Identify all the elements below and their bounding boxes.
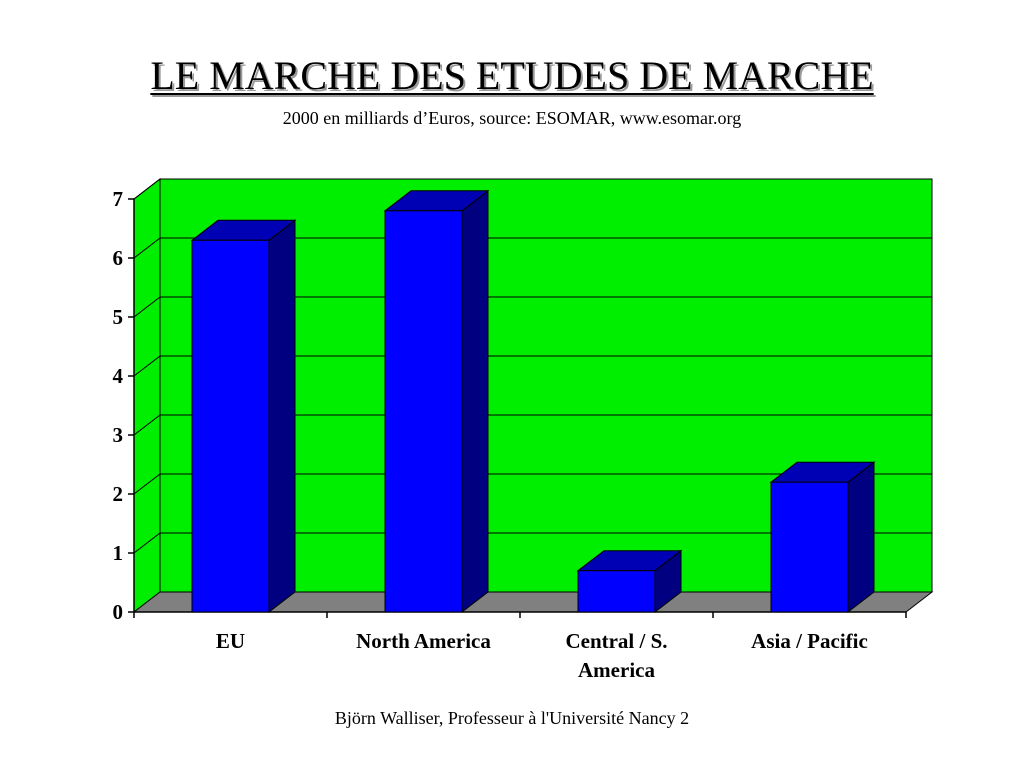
bar	[577, 570, 656, 613]
gridline-side	[133, 532, 161, 554]
slide-subtitle: 2000 en milliards d’Euros, source: ESOMA…	[282, 108, 742, 128]
x-tick-label: Central / S. America	[565, 629, 667, 682]
y-tick-label: 3	[113, 423, 124, 447]
bar-side	[268, 219, 296, 614]
x-tick-label: Asia / Pacific	[751, 629, 868, 653]
y-tick-label: 7	[113, 187, 124, 211]
gridline-side	[133, 178, 161, 200]
y-tick-label: 6	[113, 246, 124, 270]
bar	[770, 481, 849, 613]
bar	[191, 239, 270, 613]
y-tick-label: 0	[113, 600, 124, 624]
plot-side-wall	[133, 177, 161, 614]
gridline-side	[133, 296, 161, 318]
gridline-side	[133, 355, 161, 377]
gridline-side	[133, 473, 161, 495]
slide-title: LE MARCHE DES ETUDES DE MARCHE	[150, 53, 874, 98]
x-tick-label: North America	[356, 629, 491, 653]
bar-side	[461, 189, 489, 614]
bar	[384, 210, 463, 613]
gridline-side	[133, 414, 161, 436]
slide-footer: Björn Walliser, Professeur à l'Universit…	[334, 708, 690, 728]
y-tick-label: 4	[113, 364, 124, 388]
x-tick-label: EU	[216, 629, 245, 653]
y-tick-label: 2	[113, 482, 124, 506]
y-tick-label: 1	[113, 541, 124, 565]
gridline-side	[133, 237, 161, 259]
y-tick-label: 5	[113, 305, 124, 329]
bar-side	[847, 461, 875, 614]
